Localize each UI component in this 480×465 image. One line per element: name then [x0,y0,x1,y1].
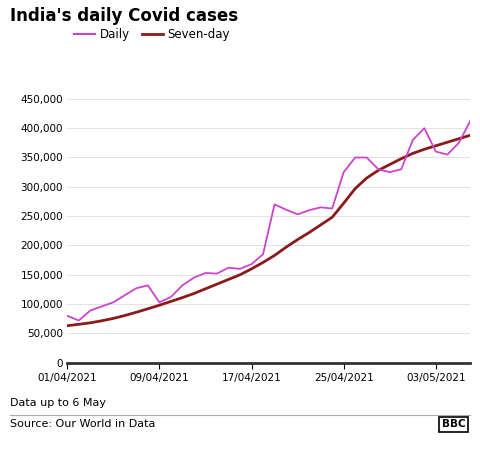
Legend: Daily, Seven-day: Daily, Seven-day [69,23,235,46]
Text: India's daily Covid cases: India's daily Covid cases [10,7,238,25]
Text: Data up to 6 May: Data up to 6 May [10,398,106,408]
Text: BBC: BBC [442,419,466,430]
Text: Source: Our World in Data: Source: Our World in Data [10,419,155,430]
